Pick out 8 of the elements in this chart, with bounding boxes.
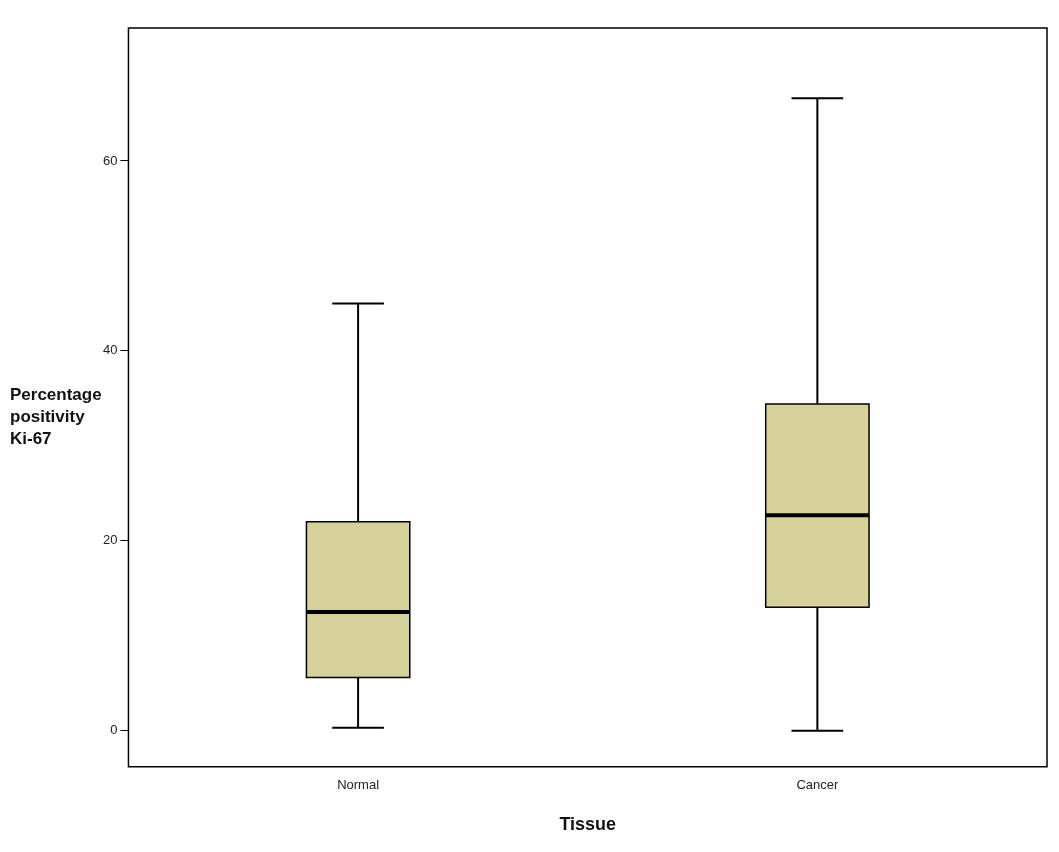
x-axis-title: Tissue xyxy=(559,814,617,835)
y-tick-label: 40 xyxy=(102,342,118,358)
y-tick-label: 60 xyxy=(102,152,118,168)
y-axis-title: Percentage positivity Ki-67 xyxy=(10,384,103,450)
y-tick-label: 0 xyxy=(110,722,118,738)
x-tick-label: Cancer xyxy=(796,777,839,793)
y-tick-label: 20 xyxy=(102,532,118,548)
x-tick-label: Normal xyxy=(337,777,380,793)
